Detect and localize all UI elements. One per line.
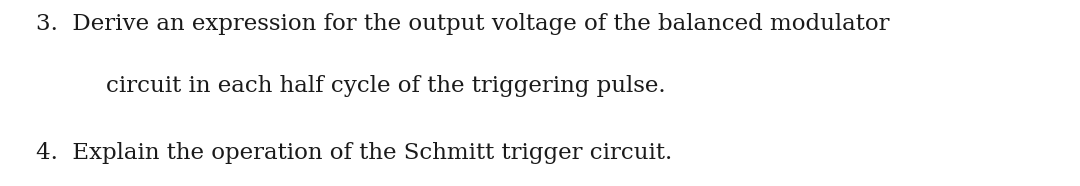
Text: 4.  Explain the operation of the Schmitt trigger circuit.: 4. Explain the operation of the Schmitt … [36,142,672,163]
Text: 3.  Derive an expression for the output voltage of the balanced modulator: 3. Derive an expression for the output v… [36,13,889,35]
Text: circuit in each half cycle of the triggering pulse.: circuit in each half cycle of the trigge… [106,75,665,97]
